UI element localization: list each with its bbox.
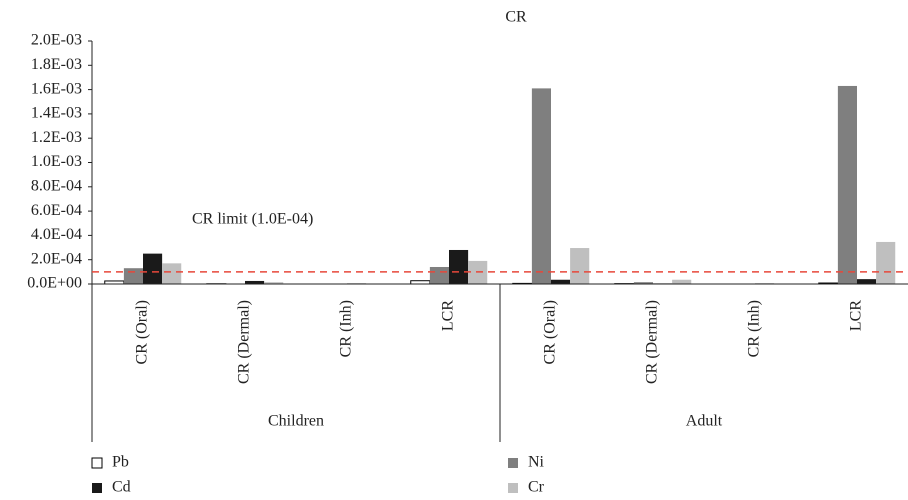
x-tick-label: LCR xyxy=(440,300,457,331)
legend-marker xyxy=(508,483,518,493)
y-tick-label: 1.0E-03 xyxy=(31,153,82,170)
x-tick-label: CR (Oral) xyxy=(134,300,151,364)
bar xyxy=(857,279,877,284)
legend-label: Ni xyxy=(528,454,545,471)
bar xyxy=(876,241,896,284)
bar xyxy=(429,266,449,284)
x-tick-label: CR (Inh) xyxy=(338,300,355,357)
group-label: Children xyxy=(268,413,324,430)
legend-marker xyxy=(91,457,103,469)
group-label: Adult xyxy=(686,413,723,430)
y-tick-label: 6.0E-04 xyxy=(31,202,82,219)
y-tick-label: 4.0E-04 xyxy=(31,226,82,243)
legend-label: Pb xyxy=(112,454,129,471)
bar xyxy=(123,268,143,284)
x-tick-label: CR (Oral) xyxy=(542,300,559,364)
y-tick-label: 0.0E+00 xyxy=(27,275,82,292)
chart-title: CR xyxy=(505,9,527,26)
bar xyxy=(570,248,590,284)
bar xyxy=(162,263,182,284)
bar xyxy=(551,279,571,284)
y-tick-label: 2.0E-04 xyxy=(31,250,82,267)
bar xyxy=(531,88,551,284)
y-tick-label: 2.0E-03 xyxy=(31,32,82,49)
y-tick-label: 1.2E-03 xyxy=(31,129,82,146)
y-tick-label: 1.6E-03 xyxy=(31,80,82,97)
x-tick-label: CR (Inh) xyxy=(746,300,763,357)
legend-label: Cd xyxy=(112,479,131,496)
bar xyxy=(143,253,163,284)
bar xyxy=(449,249,469,284)
limit-label: CR limit (1.0E-04) xyxy=(192,211,313,228)
legend-marker xyxy=(508,458,518,468)
bar xyxy=(837,85,857,284)
x-tick-label: CR (Dermal) xyxy=(644,300,661,384)
bar xyxy=(245,280,265,284)
y-tick-label: 8.0E-04 xyxy=(31,177,82,194)
bar xyxy=(264,282,284,284)
y-tick-label: 1.8E-03 xyxy=(31,56,82,73)
x-tick-label: CR (Dermal) xyxy=(236,300,253,384)
bar xyxy=(672,279,692,284)
bar xyxy=(633,282,653,284)
legend-label: Cr xyxy=(528,479,545,496)
x-tick-label: LCR xyxy=(848,300,865,331)
legend-marker xyxy=(92,483,102,493)
y-tick-label: 1.4E-03 xyxy=(31,105,82,122)
